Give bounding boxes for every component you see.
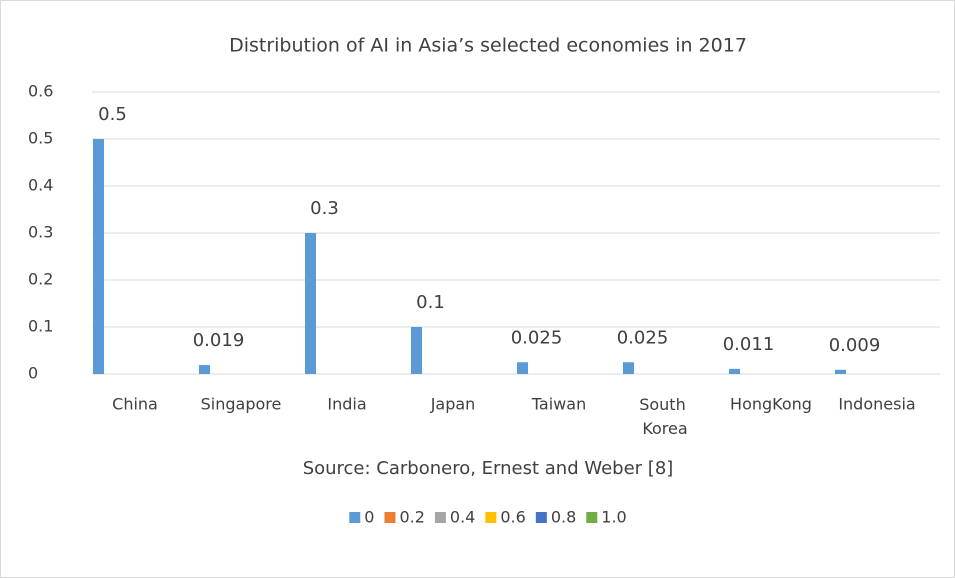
y-tick-label: 0.6 (28, 82, 53, 101)
bar (305, 233, 316, 374)
x-tick-label: India (327, 395, 366, 414)
x-axis-label: Source: Carbonero, Ernest and Weber [8] (303, 458, 674, 479)
chart-title: Distribution of AI in Asia’s selected ec… (229, 35, 747, 57)
legend-swatch (384, 512, 396, 523)
data-label: 0.011 (723, 334, 775, 355)
x-tick-label: HongKong (730, 395, 812, 414)
legend-label: 1.0 (601, 508, 626, 527)
y-tick-label: 0.1 (28, 317, 53, 336)
bar (93, 139, 104, 374)
x-tick-label: South Korea (639, 395, 691, 438)
y-tick-label: 0.4 (28, 176, 53, 195)
legend-label: 0.6 (500, 508, 525, 527)
legend-swatch (586, 512, 598, 523)
x-tick-label: Taiwan (531, 395, 586, 414)
bar (199, 365, 210, 374)
bar (623, 362, 634, 374)
legend-label: 0.4 (450, 508, 475, 527)
x-tick-label: Indonesia (838, 395, 915, 414)
data-label: 0.1 (416, 292, 445, 313)
data-label: 0.5 (98, 104, 127, 125)
legend-label: 0.8 (551, 508, 576, 527)
y-tick-label: 0.3 (28, 223, 53, 242)
y-tick-label: 0.2 (28, 270, 53, 289)
data-label: 0.3 (310, 198, 339, 219)
bar (729, 368, 740, 374)
legend-swatch (485, 512, 497, 523)
x-tick-label: China (112, 395, 158, 414)
x-tick-label: Japan (430, 395, 476, 414)
legend-swatch (349, 512, 361, 523)
data-label: 0.009 (829, 335, 881, 356)
data-label: 0.025 (617, 327, 669, 348)
bar (411, 327, 422, 374)
legend-label: 0 (364, 508, 374, 527)
legend: 0 0.2 0.4 0.6 0.8 1.0 (349, 508, 627, 527)
bar (517, 362, 528, 374)
bar (835, 369, 846, 374)
y-tick-label: 0 (28, 364, 38, 383)
legend-swatch (434, 512, 446, 523)
legend-label: 0.2 (399, 508, 424, 527)
legend-swatch (535, 512, 547, 523)
data-label: 0.019 (193, 330, 245, 351)
x-tick-label: Singapore (201, 395, 282, 414)
y-tick-label: 0.5 (28, 129, 53, 148)
data-label: 0.025 (511, 327, 563, 348)
